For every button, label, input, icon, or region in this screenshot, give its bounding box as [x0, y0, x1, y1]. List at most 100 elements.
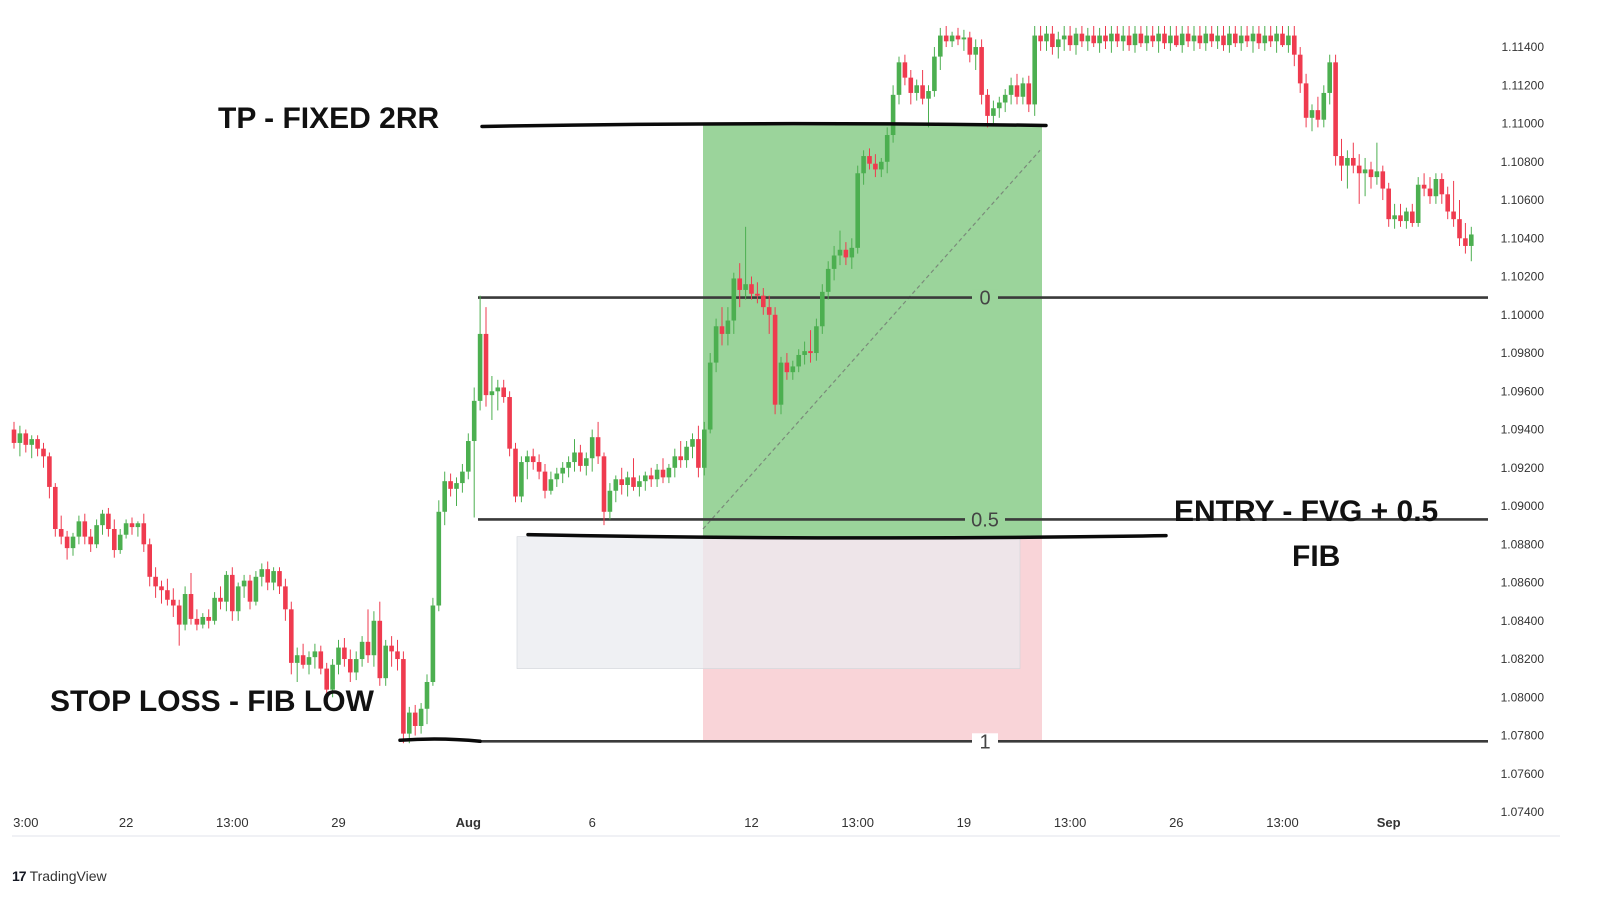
candle[interactable] — [342, 638, 347, 667]
candle[interactable] — [1185, 26, 1191, 48]
candle[interactable] — [495, 379, 501, 411]
candle[interactable] — [572, 439, 577, 472]
candle[interactable] — [1374, 142, 1380, 185]
candle[interactable] — [1469, 226, 1474, 262]
candle[interactable] — [23, 429, 29, 453]
candle[interactable] — [324, 662, 329, 702]
tradingview-watermark[interactable]: 17 TradingView — [12, 868, 107, 884]
candle[interactable] — [1085, 27, 1091, 51]
candle[interactable] — [938, 27, 943, 70]
candle[interactable] — [1274, 26, 1279, 53]
candle[interactable] — [926, 85, 931, 128]
candle[interactable] — [418, 703, 424, 734]
candle[interactable] — [1256, 26, 1262, 49]
candle[interactable] — [654, 463, 660, 487]
candle[interactable] — [171, 588, 176, 617]
candle[interactable] — [407, 706, 412, 744]
candle[interactable] — [1002, 89, 1008, 113]
candle[interactable] — [271, 567, 276, 591]
candle[interactable] — [53, 483, 58, 537]
candle[interactable] — [188, 572, 194, 625]
candle[interactable] — [896, 56, 902, 105]
time-axis[interactable]: 3:00 22 13:00 29 Aug 6 12 13:00 19 13:00 26 13:00 Se… — [13, 815, 1401, 830]
candle[interactable] — [1061, 26, 1067, 51]
candle[interactable] — [300, 643, 306, 669]
candle[interactable] — [943, 26, 949, 48]
price-axis[interactable]: 1.11400 1.11200 1.11000 1.10800 1.10600 1.104… — [1501, 40, 1545, 819]
candle[interactable] — [1191, 26, 1197, 51]
candle[interactable] — [879, 157, 884, 178]
candle[interactable] — [1103, 26, 1108, 49]
candle[interactable] — [11, 421, 17, 449]
candle[interactable] — [294, 647, 300, 682]
candle[interactable] — [82, 513, 88, 545]
candle[interactable] — [973, 39, 978, 70]
candle[interactable] — [41, 442, 46, 468]
candle[interactable] — [106, 507, 111, 537]
candle[interactable] — [643, 471, 648, 491]
candle[interactable] — [837, 230, 843, 266]
candle[interactable] — [477, 295, 483, 411]
candle[interactable] — [873, 154, 878, 178]
candle[interactable] — [176, 599, 182, 646]
candle[interactable] — [737, 263, 742, 308]
candle[interactable] — [1132, 26, 1138, 53]
candle[interactable] — [141, 513, 147, 552]
candle[interactable] — [566, 456, 571, 478]
candle[interactable] — [200, 613, 206, 629]
candle[interactable] — [1162, 26, 1167, 49]
candle[interactable] — [1262, 26, 1268, 51]
candle[interactable] — [985, 89, 990, 128]
candle[interactable] — [1209, 26, 1214, 48]
candle[interactable] — [401, 651, 406, 744]
candle[interactable] — [1073, 27, 1079, 55]
candle[interactable] — [719, 307, 725, 346]
candle[interactable] — [1386, 182, 1391, 227]
candle[interactable] — [483, 307, 489, 407]
candle[interactable] — [94, 519, 99, 549]
candle[interactable] — [861, 150, 866, 185]
candle[interactable] — [1221, 26, 1226, 51]
candle[interactable] — [348, 649, 353, 682]
candle[interactable] — [1463, 222, 1468, 254]
candle[interactable] — [530, 448, 536, 470]
candle[interactable] — [1150, 26, 1155, 48]
candle[interactable] — [1056, 31, 1061, 59]
candle[interactable] — [371, 611, 377, 667]
candle[interactable] — [64, 530, 70, 560]
candle[interactable] — [489, 375, 495, 420]
candle[interactable] — [1120, 26, 1126, 51]
candle[interactable] — [908, 69, 914, 105]
candle[interactable] — [153, 567, 158, 598]
candle[interactable] — [1404, 207, 1409, 229]
candle[interactable] — [542, 463, 548, 499]
candle[interactable] — [1044, 26, 1049, 51]
candle[interactable] — [814, 318, 819, 361]
candle[interactable] — [1250, 26, 1256, 53]
candle[interactable] — [684, 441, 689, 468]
candle[interactable] — [513, 442, 518, 503]
candle[interactable] — [1097, 27, 1102, 53]
candle[interactable] — [218, 586, 223, 610]
candle[interactable] — [76, 515, 82, 545]
candle[interactable] — [312, 643, 318, 669]
candle[interactable] — [678, 441, 683, 468]
candle[interactable] — [707, 353, 713, 434]
candle[interactable] — [1415, 177, 1421, 227]
candle[interactable] — [165, 578, 170, 606]
candle[interactable] — [1445, 186, 1450, 220]
candle[interactable] — [123, 519, 129, 539]
candle[interactable] — [58, 515, 64, 545]
candle[interactable] — [648, 467, 654, 487]
candle[interactable] — [436, 500, 442, 612]
candle[interactable] — [997, 96, 1002, 118]
candle[interactable] — [383, 639, 388, 686]
candle[interactable] — [790, 360, 796, 380]
candle[interactable] — [159, 580, 164, 604]
candle[interactable] — [713, 318, 719, 373]
candle[interactable] — [1380, 165, 1386, 201]
candle[interactable] — [666, 463, 672, 484]
candle[interactable] — [253, 571, 259, 606]
candle[interactable] — [1410, 203, 1415, 227]
candle[interactable] — [601, 452, 607, 526]
